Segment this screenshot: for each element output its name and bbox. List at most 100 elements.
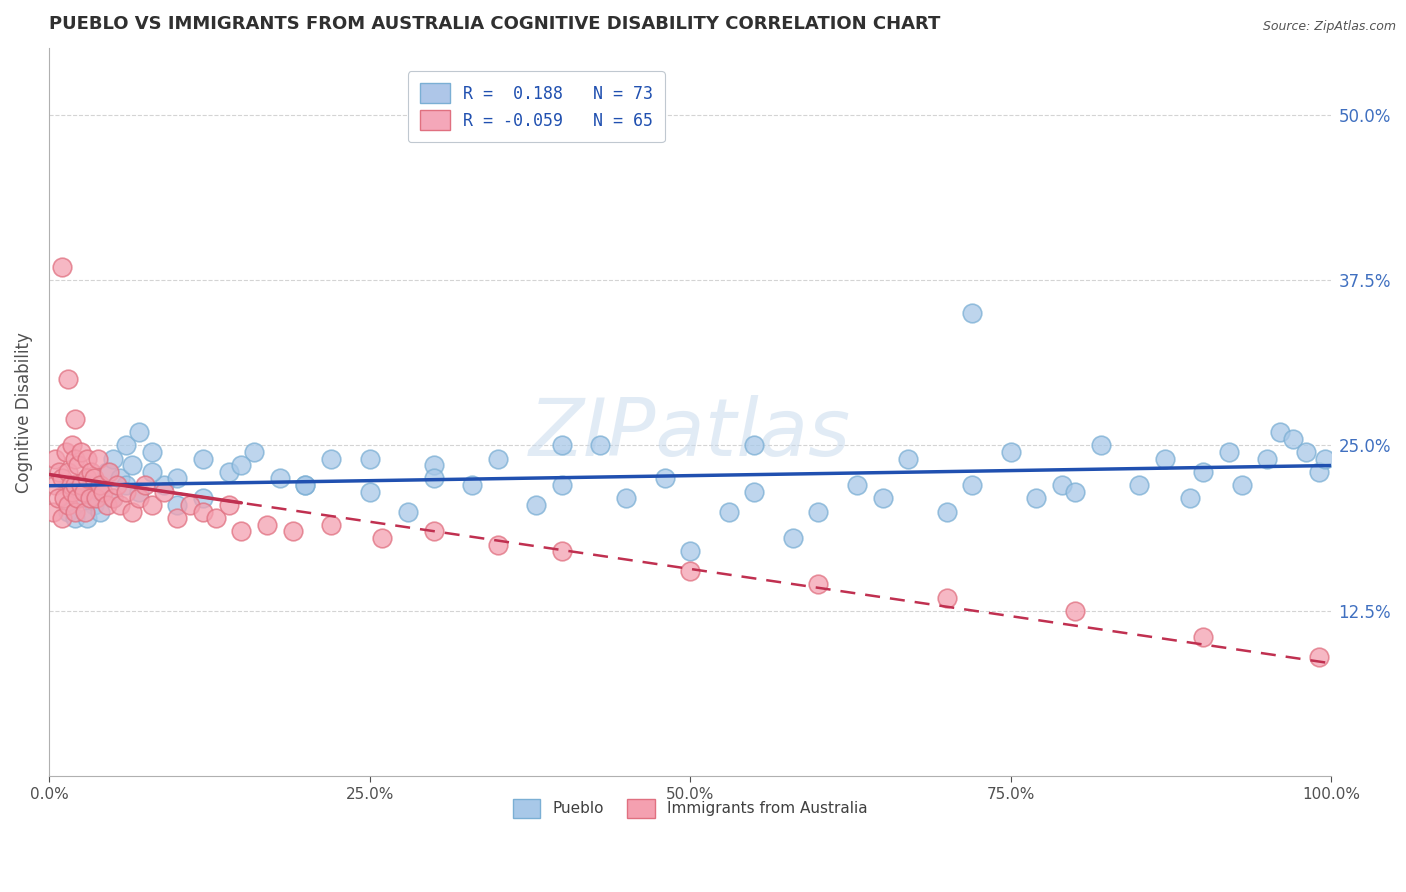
- Point: [108, 498, 131, 512]
- Point: [1090, 438, 1112, 452]
- Point: [1308, 650, 1330, 665]
- Point: [962, 306, 984, 320]
- Point: [486, 451, 509, 466]
- Point: [654, 471, 676, 485]
- Point: [321, 451, 343, 466]
- Point: [121, 504, 143, 518]
- Point: [53, 491, 76, 506]
- Point: [63, 511, 86, 525]
- Point: [281, 524, 304, 539]
- Point: [46, 491, 69, 506]
- Point: [63, 478, 86, 492]
- Point: [153, 484, 176, 499]
- Point: [101, 451, 124, 466]
- Point: [1064, 604, 1087, 618]
- Point: [371, 531, 394, 545]
- Point: [66, 491, 89, 506]
- Point: [231, 524, 253, 539]
- Point: [191, 491, 214, 506]
- Point: [1192, 630, 1215, 644]
- Point: [58, 465, 80, 479]
- Point: [191, 504, 214, 518]
- Point: [294, 478, 316, 492]
- Point: [44, 451, 66, 466]
- Point: [76, 478, 98, 492]
- Point: [1180, 491, 1202, 506]
- Point: [101, 491, 124, 506]
- Point: [58, 498, 80, 512]
- Point: [359, 484, 381, 499]
- Point: [51, 471, 73, 485]
- Point: [141, 498, 163, 512]
- Point: [1050, 478, 1073, 492]
- Point: [48, 465, 70, 479]
- Point: [86, 451, 108, 466]
- Point: [191, 451, 214, 466]
- Point: [897, 451, 920, 466]
- Point: [89, 504, 111, 518]
- Point: [422, 471, 444, 485]
- Point: [121, 458, 143, 473]
- Point: [1268, 425, 1291, 439]
- Point: [141, 465, 163, 479]
- Text: ZIPatlas: ZIPatlas: [529, 395, 851, 473]
- Point: [204, 511, 226, 525]
- Point: [98, 465, 121, 479]
- Point: [321, 517, 343, 532]
- Point: [63, 412, 86, 426]
- Point: [782, 531, 804, 545]
- Point: [744, 438, 766, 452]
- Point: [76, 471, 98, 485]
- Point: [1153, 451, 1175, 466]
- Point: [70, 491, 93, 506]
- Point: [86, 491, 108, 506]
- Point: [1064, 484, 1087, 499]
- Point: [1230, 478, 1253, 492]
- Text: Source: ZipAtlas.com: Source: ZipAtlas.com: [1263, 20, 1396, 33]
- Point: [422, 524, 444, 539]
- Point: [63, 504, 86, 518]
- Point: [79, 491, 101, 506]
- Point: [1295, 445, 1317, 459]
- Point: [551, 544, 574, 558]
- Point: [128, 491, 150, 506]
- Point: [1313, 451, 1336, 466]
- Point: [76, 511, 98, 525]
- Point: [44, 478, 66, 492]
- Point: [89, 478, 111, 492]
- Point: [80, 465, 103, 479]
- Point: [807, 504, 830, 518]
- Point: [935, 504, 957, 518]
- Point: [679, 564, 702, 578]
- Point: [935, 591, 957, 605]
- Point: [422, 458, 444, 473]
- Point: [845, 478, 868, 492]
- Text: PUEBLO VS IMMIGRANTS FROM AUSTRALIA COGNITIVE DISABILITY CORRELATION CHART: PUEBLO VS IMMIGRANTS FROM AUSTRALIA COGN…: [49, 15, 941, 33]
- Point: [461, 478, 484, 492]
- Point: [128, 425, 150, 439]
- Point: [1192, 465, 1215, 479]
- Point: [807, 577, 830, 591]
- Point: [51, 511, 73, 525]
- Point: [396, 504, 419, 518]
- Point: [243, 445, 266, 459]
- Point: [83, 471, 105, 485]
- Legend: Pueblo, Immigrants from Australia: Pueblo, Immigrants from Australia: [503, 789, 876, 827]
- Point: [551, 478, 574, 492]
- Point: [60, 484, 83, 499]
- Point: [872, 491, 894, 506]
- Point: [60, 438, 83, 452]
- Point: [70, 478, 93, 492]
- Point: [134, 478, 156, 492]
- Point: [55, 445, 77, 459]
- Point: [58, 504, 80, 518]
- Point: [218, 498, 240, 512]
- Point: [551, 438, 574, 452]
- Point: [256, 517, 278, 532]
- Point: [115, 484, 138, 499]
- Point: [1308, 465, 1330, 479]
- Point: [1218, 445, 1240, 459]
- Point: [166, 511, 188, 525]
- Point: [1282, 432, 1305, 446]
- Point: [166, 471, 188, 485]
